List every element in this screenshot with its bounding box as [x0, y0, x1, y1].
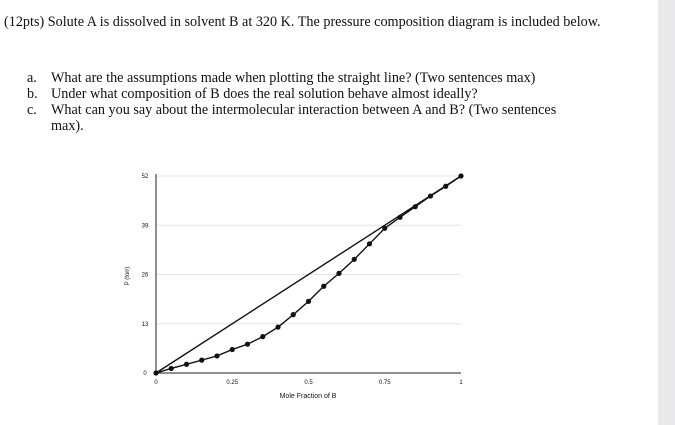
data-point: [366, 241, 373, 247]
subpart-text: What can you say about the intermolecula…: [51, 102, 557, 134]
right-scroll-strip: [658, 0, 675, 425]
data-point: [397, 214, 403, 220]
y-axis-label: P (torr): [125, 267, 131, 286]
data-point: [275, 324, 281, 330]
data-point: [305, 298, 312, 304]
series: [153, 173, 464, 376]
data-point: [290, 312, 296, 318]
data-point: [214, 353, 220, 359]
y-tick-label: 0: [143, 371, 147, 377]
y-tick-label: 39: [142, 223, 149, 229]
data-point: [244, 341, 251, 347]
question-subparts: a. What are the assumptions made when pl…: [27, 70, 587, 134]
data-point: [427, 193, 434, 199]
data-point: [229, 346, 235, 353]
ideal-straight-line: [155, 175, 462, 374]
data-point: [183, 361, 190, 367]
axes: [155, 174, 461, 374]
y-tick-label: 13: [142, 322, 149, 328]
tick-labels: 0 13 26 39 52 0 0.25 0.5 0.75 1: [142, 174, 464, 386]
x-axis-label: Mole Fraction of B: [280, 393, 337, 400]
x-tick-label: 0.5: [304, 380, 313, 386]
x-tick-label: 1: [459, 380, 463, 386]
subpart-letter: a.: [27, 70, 37, 86]
data-point: [168, 365, 174, 372]
y-tick-label: 26: [142, 273, 149, 279]
y-tick-label: 52: [142, 174, 149, 180]
data-point: [458, 173, 464, 179]
data-point: [336, 270, 342, 276]
data-point: [382, 225, 388, 231]
subpart-c: c. What can you say about the intermolec…: [27, 102, 587, 134]
subpart-a: a. What are the assumptions made when pl…: [27, 70, 587, 86]
x-tick-label: 0.25: [226, 380, 238, 386]
data-point: [321, 283, 327, 289]
subpart-b: b. Under what composition of B does the …: [27, 86, 587, 102]
question-intro: (12pts) Solute A is dissolved in solvent…: [4, 14, 601, 30]
data-point: [260, 334, 266, 340]
data-point: [412, 204, 418, 210]
subpart-text: Under what composition of B does the rea…: [51, 86, 478, 102]
subpart-text: What are the assumptions made when plott…: [51, 70, 536, 86]
subpart-letter: b.: [27, 86, 38, 102]
x-tick-label: 0: [154, 380, 158, 386]
x-tick-label: 0.75: [379, 380, 391, 386]
subpart-letter: c.: [27, 102, 37, 118]
data-point: [153, 370, 159, 376]
data-point: [199, 357, 205, 363]
data-point: [443, 183, 449, 189]
question-block: (12pts) Solute A is dissolved in solvent…: [4, 14, 604, 31]
data-point: [351, 256, 357, 262]
